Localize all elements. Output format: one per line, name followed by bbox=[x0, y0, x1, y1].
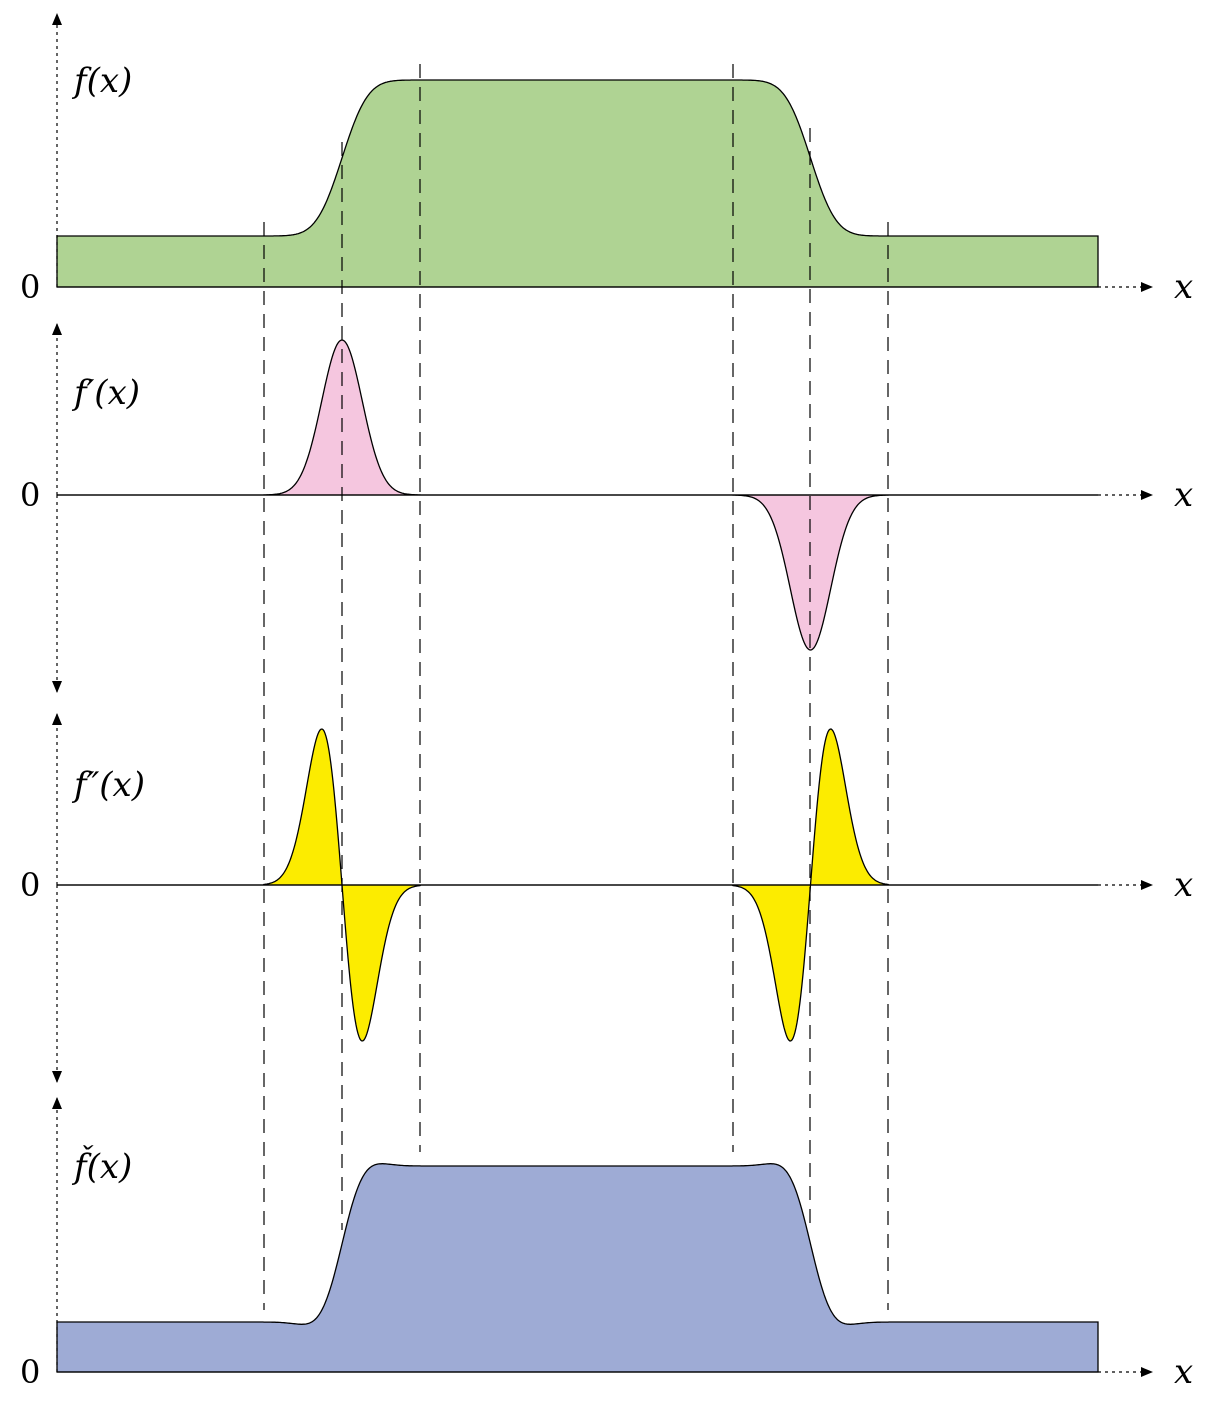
zero-label-ddf: 0 bbox=[20, 866, 40, 904]
x-label-ddf: x bbox=[1174, 865, 1193, 905]
label-fs: f̌(x) bbox=[71, 1145, 132, 1187]
dashed-guide-lines bbox=[263, 64, 889, 1310]
baselines bbox=[57, 286, 1098, 1373]
x-label-df: x bbox=[1174, 475, 1193, 515]
f-curve bbox=[56, 79, 1099, 288]
label-df: f′(x) bbox=[71, 373, 140, 413]
x-axis-arrows bbox=[1098, 282, 1153, 1377]
zero-label-df: 0 bbox=[20, 476, 40, 514]
zero-label-f: 0 bbox=[20, 268, 40, 306]
x-label-fs: x bbox=[1174, 1352, 1193, 1392]
zero-label-fs: 0 bbox=[20, 1353, 40, 1391]
sharpened-f-curve bbox=[56, 1163, 1099, 1373]
label-ddf: f″(x) bbox=[71, 765, 145, 805]
label-f: f(x) bbox=[71, 61, 132, 101]
x-label-f: x bbox=[1174, 267, 1193, 307]
